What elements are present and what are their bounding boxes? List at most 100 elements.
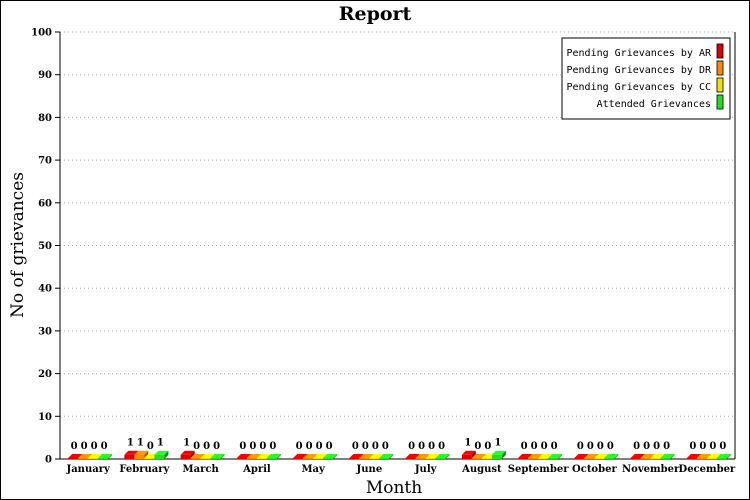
y-tick-label: 90 [38,70,52,81]
x-tick-label: January [65,464,111,475]
bar-value-label: 1 [494,438,501,449]
bar [98,454,113,459]
bar-value-label: 0 [81,441,88,452]
bar-value-label: 0 [316,441,323,452]
y-tick-label: 70 [38,156,52,167]
bar-value-label: 0 [352,441,359,452]
bar-value-label: 0 [418,441,425,452]
legend-label: Pending Grievances by CC [567,82,712,93]
bar-value-label: 0 [653,441,660,452]
bar-value-label: 0 [663,441,670,452]
legend-swatch [716,94,724,110]
bar [134,450,149,459]
bar-value-label: 0 [587,441,594,452]
y-tick-label: 100 [31,28,52,39]
bar-value-label: 0 [101,441,108,452]
y-tick-label: 10 [38,412,52,423]
bar-value-label: 0 [362,441,369,452]
bar-value-label: 0 [259,441,266,452]
bar-value-label: 0 [699,441,706,452]
bar [180,450,195,459]
x-tick-label: May [301,464,326,475]
bar [548,454,563,459]
bar-value-label: 0 [633,441,640,452]
y-tick-label: 0 [45,455,52,466]
bar-value-label: 0 [541,441,548,452]
bar-value-label: 0 [689,441,696,452]
bar-value-label: 0 [643,441,650,452]
legend-label: Pending Grievances by AR [567,48,712,59]
bar-value-label: 0 [577,441,584,452]
bar [154,450,169,459]
bar-value-label: 1 [183,438,190,449]
y-tick-label: 30 [38,326,52,337]
bar [210,454,225,459]
bars [68,450,731,459]
bar [266,454,281,459]
bar-value-label: 0 [597,441,604,452]
y-axis-title: No of grievances [8,172,28,318]
bar [323,454,338,459]
y-tick-label: 40 [38,284,52,295]
x-axis-title: Month [366,478,422,498]
y-tick-label: 50 [38,241,52,252]
bar [660,454,675,459]
bar-value-label: 1 [137,438,144,449]
bar [435,454,450,459]
bar-value-label: 0 [474,441,481,452]
y-tick-label: 80 [38,113,52,124]
x-tick-label: April [242,464,271,475]
x-tick-label: February [119,464,170,475]
bar [461,450,476,459]
bar-value-label: 0 [193,441,200,452]
bar-value-label: 0 [249,441,256,452]
legend: Pending Grievances by AR Pending Grievanc… [561,37,731,120]
bar-value-label: 1 [157,438,164,449]
x-tick-label: July [414,464,438,475]
bar-value-label: 0 [382,441,389,452]
bar-value-label: 0 [521,441,528,452]
bar-value-label: 0 [296,441,303,452]
bar [604,454,619,459]
legend-label: Pending Grievances by DR [567,65,712,76]
bar-value-label: 0 [709,441,716,452]
bar-value-label: 0 [326,441,333,452]
y-tick-label: 60 [38,198,52,209]
x-tick-label: October [572,464,617,475]
bar-value-label: 0 [306,441,313,452]
bar-value-label: 0 [269,441,276,452]
bar-value-label: 0 [91,441,98,452]
bar [716,454,731,459]
bar-value-label: 0 [408,441,415,452]
bar-value-label: 0 [213,441,220,452]
x-tick-label: September [508,464,569,475]
y-tick-label: 20 [38,369,52,380]
bar [379,454,394,459]
x-tick-label: March [183,464,220,475]
bar-value-label: 0 [484,441,491,452]
bar-value-label: 0 [239,441,246,452]
bar [491,450,506,459]
bar-value-label: 1 [127,438,134,449]
x-tick-label: November [622,464,680,475]
bar-value-label: 0 [607,441,614,452]
bar-value-label: 0 [551,441,558,452]
legend-swatch [716,43,724,59]
legend-swatch [716,77,724,93]
x-tick-label: June [356,464,383,475]
bar-value-label: 0 [719,441,726,452]
bar-value-label: 0 [531,441,538,452]
bar-value-label: 0 [372,441,379,452]
legend-box [561,37,731,120]
bar-value-label: 0 [428,441,435,452]
legend-swatch [716,60,724,76]
bar-value-label: 1 [464,438,471,449]
bar-value-label: 0 [71,441,78,452]
bar-value-label: 0 [438,441,445,452]
x-tick-label: December [679,464,736,475]
grid-lines [60,31,735,417]
